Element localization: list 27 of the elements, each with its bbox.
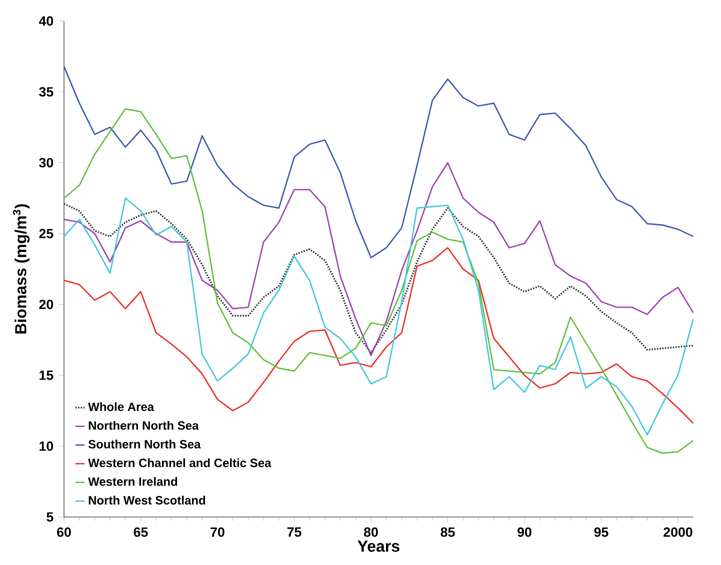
y-tick-label: 20 — [39, 300, 54, 310]
y-tick-label: 40 — [38, 16, 54, 26]
legend-label: Southern North Sea — [88, 440, 201, 448]
x-tick-label: 2000 — [664, 527, 692, 537]
y-tick-label: 35 — [39, 87, 54, 97]
x-tick-label: 75 — [287, 527, 302, 537]
y-tick-label: 10 — [40, 441, 54, 451]
x-tick-label: 80 — [364, 527, 378, 537]
x-tick-label: 70 — [210, 527, 224, 537]
legend-label: Northern North Sea — [88, 420, 199, 430]
x-axis-title: Years — [358, 540, 400, 552]
legend-label: Western Channel and Celtic Sea — [88, 458, 272, 468]
x-tick-label: 65 — [134, 527, 148, 537]
y-tick-label: 15 — [40, 370, 54, 380]
x-tick-label: 60 — [57, 527, 71, 537]
legend-label: Western Ireland — [88, 477, 178, 486]
line-series — [64, 162, 694, 356]
x-tick-label: 85 — [440, 527, 455, 537]
y-tick-label: 5 — [46, 512, 54, 522]
legend-label: North West Scotland — [88, 496, 206, 505]
legend-label: Whole Area — [88, 402, 154, 412]
y-axis-title: Biomass (mg/m$^{3}$) — [12, 204, 30, 334]
x-tick-label: 95 — [594, 527, 608, 537]
x-tick-label: 90 — [518, 527, 532, 537]
y-tick-label: 30 — [39, 158, 54, 168]
line-series — [64, 66, 694, 258]
y-tick-label: 25 — [39, 228, 54, 238]
